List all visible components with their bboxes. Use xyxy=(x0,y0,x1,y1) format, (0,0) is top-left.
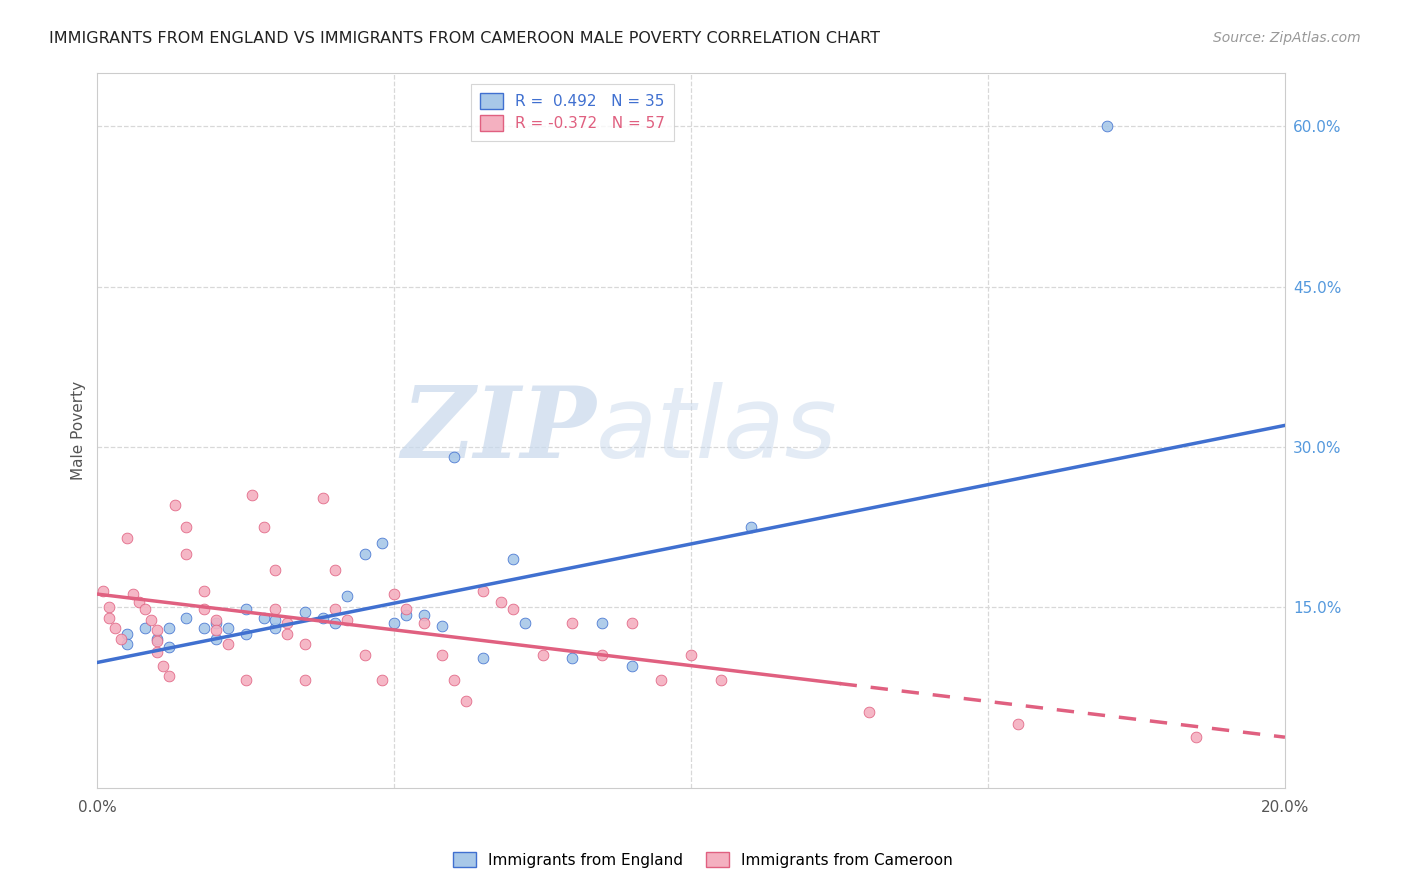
Text: Source: ZipAtlas.com: Source: ZipAtlas.com xyxy=(1213,31,1361,45)
Point xyxy=(294,605,316,619)
Point xyxy=(620,658,643,673)
Point xyxy=(276,615,298,630)
Point xyxy=(323,615,346,630)
Point xyxy=(157,621,180,635)
Point xyxy=(145,624,167,638)
Point xyxy=(193,583,215,598)
Point xyxy=(312,610,335,624)
Text: ZIP: ZIP xyxy=(401,383,596,479)
Point xyxy=(336,589,359,603)
Point xyxy=(591,648,613,662)
Point xyxy=(294,673,316,687)
Point xyxy=(371,536,394,550)
Point xyxy=(104,621,127,635)
Point xyxy=(205,615,228,630)
Legend: R =  0.492   N = 35, R = -0.372   N = 57: R = 0.492 N = 35, R = -0.372 N = 57 xyxy=(471,84,673,141)
Point xyxy=(858,705,880,719)
Point xyxy=(413,608,436,623)
Point xyxy=(1185,730,1208,744)
Point xyxy=(430,648,453,662)
Point xyxy=(681,648,703,662)
Point xyxy=(115,637,138,651)
Point xyxy=(561,651,583,665)
Point xyxy=(115,626,138,640)
Point xyxy=(110,632,132,646)
Point xyxy=(531,648,554,662)
Point xyxy=(217,621,239,635)
Point xyxy=(98,599,121,614)
Point xyxy=(353,648,375,662)
Point xyxy=(240,488,263,502)
Text: IMMIGRANTS FROM ENGLAND VS IMMIGRANTS FROM CAMEROON MALE POVERTY CORRELATION CHA: IMMIGRANTS FROM ENGLAND VS IMMIGRANTS FR… xyxy=(49,31,880,46)
Point xyxy=(264,613,287,627)
Point xyxy=(430,619,453,633)
Point xyxy=(193,602,215,616)
Point xyxy=(323,602,346,616)
Point xyxy=(1007,717,1029,731)
Point xyxy=(1095,120,1118,134)
Point xyxy=(312,491,335,505)
Point xyxy=(502,552,524,566)
Point xyxy=(353,547,375,561)
Point xyxy=(489,594,512,608)
Point xyxy=(163,499,186,513)
Point xyxy=(145,634,167,648)
Point xyxy=(134,621,156,635)
Point xyxy=(276,626,298,640)
Point xyxy=(650,673,672,687)
Point xyxy=(235,626,257,640)
Text: atlas: atlas xyxy=(596,382,838,479)
Point xyxy=(620,615,643,630)
Point xyxy=(139,613,162,627)
Point xyxy=(264,621,287,635)
Point xyxy=(122,587,145,601)
Point xyxy=(152,658,174,673)
Point xyxy=(382,587,405,601)
Point xyxy=(294,637,316,651)
Point xyxy=(443,450,465,465)
Point xyxy=(235,602,257,616)
Point xyxy=(336,613,359,627)
Point xyxy=(145,645,167,659)
Point xyxy=(264,602,287,616)
Point xyxy=(252,610,274,624)
Y-axis label: Male Poverty: Male Poverty xyxy=(72,381,86,480)
Point xyxy=(98,610,121,624)
Point xyxy=(193,621,215,635)
Point xyxy=(176,520,198,534)
Point xyxy=(382,615,405,630)
Point xyxy=(157,640,180,655)
Point xyxy=(591,615,613,630)
Point xyxy=(176,547,198,561)
Point xyxy=(323,562,346,576)
Point xyxy=(371,673,394,687)
Point xyxy=(740,520,762,534)
Point xyxy=(205,624,228,638)
Point xyxy=(252,520,274,534)
Point xyxy=(443,673,465,687)
Point xyxy=(454,694,477,708)
Point xyxy=(91,583,114,598)
Point xyxy=(472,583,495,598)
Point xyxy=(395,602,418,616)
Point xyxy=(145,632,167,646)
Point xyxy=(395,608,418,623)
Point xyxy=(472,651,495,665)
Point xyxy=(513,615,536,630)
Point xyxy=(413,615,436,630)
Point xyxy=(157,669,180,683)
Point xyxy=(115,531,138,545)
Point xyxy=(264,562,287,576)
Point xyxy=(176,610,198,624)
Point xyxy=(561,615,583,630)
Point xyxy=(205,632,228,646)
Point xyxy=(128,594,150,608)
Point xyxy=(217,637,239,651)
Point xyxy=(502,602,524,616)
Legend: Immigrants from England, Immigrants from Cameroon: Immigrants from England, Immigrants from… xyxy=(447,846,959,873)
Point xyxy=(710,673,733,687)
Point xyxy=(205,613,228,627)
Point xyxy=(134,602,156,616)
Point xyxy=(235,673,257,687)
